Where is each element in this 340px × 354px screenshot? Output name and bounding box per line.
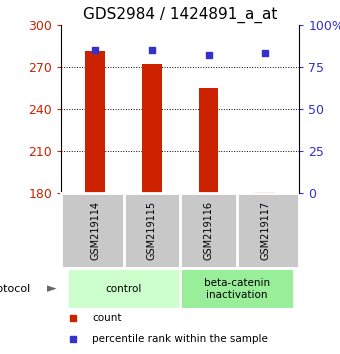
Text: count: count (92, 313, 122, 323)
Text: GSM219115: GSM219115 (147, 201, 157, 260)
Bar (199, 88, 218, 193)
Text: ►: ► (47, 282, 56, 295)
Text: GSM219117: GSM219117 (260, 201, 270, 260)
Text: percentile rank within the sample: percentile rank within the sample (92, 334, 268, 344)
Text: control: control (105, 284, 142, 294)
Text: protocol: protocol (0, 284, 30, 294)
Title: GDS2984 / 1424891_a_at: GDS2984 / 1424891_a_at (83, 7, 277, 23)
Bar (180, 268, 293, 309)
Bar (67, 268, 180, 309)
Text: GSM219116: GSM219116 (204, 201, 214, 260)
Bar (255, 192, 275, 193)
Text: beta-catenin
inactivation: beta-catenin inactivation (204, 278, 270, 299)
Bar (142, 64, 162, 193)
Point (262, 51, 268, 56)
Point (149, 47, 155, 53)
Text: GSM219114: GSM219114 (90, 201, 100, 260)
Point (206, 52, 211, 58)
Bar (85, 51, 105, 193)
Point (92, 47, 98, 53)
